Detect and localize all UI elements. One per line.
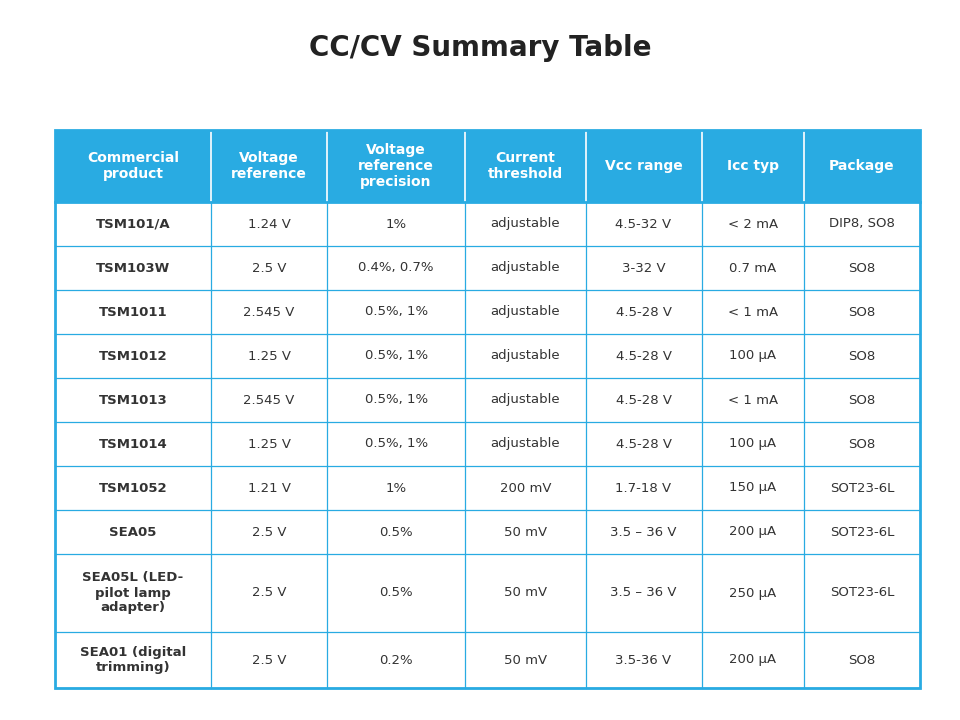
Bar (55, 378, 920, 422)
Text: SEA05L (LED-
pilot lamp
adapter): SEA05L (LED- pilot lamp adapter) (83, 572, 183, 614)
Text: SO8: SO8 (849, 654, 876, 667)
Text: 4.5-28 V: 4.5-28 V (615, 438, 672, 451)
Text: SO8: SO8 (849, 305, 876, 318)
Text: 50 mV: 50 mV (504, 587, 547, 600)
Text: 1.21 V: 1.21 V (248, 482, 291, 495)
Text: 1.25 V: 1.25 V (248, 438, 291, 451)
Text: 1%: 1% (386, 482, 407, 495)
Text: TSM101/A: TSM101/A (96, 217, 170, 230)
Bar (55, 510, 920, 554)
Text: 0.5%, 1%: 0.5%, 1% (365, 349, 427, 362)
Bar (55, 130, 920, 688)
Text: SO8: SO8 (849, 349, 876, 362)
Text: 4.5-28 V: 4.5-28 V (615, 305, 672, 318)
Text: 4.5-28 V: 4.5-28 V (615, 349, 672, 362)
Text: Icc typ: Icc typ (727, 159, 779, 173)
Text: adjustable: adjustable (491, 305, 561, 318)
Text: SEA05: SEA05 (109, 526, 156, 539)
Text: TSM1014: TSM1014 (99, 438, 167, 451)
Text: SOT23-6L: SOT23-6L (829, 482, 894, 495)
Text: SOT23-6L: SOT23-6L (829, 587, 894, 600)
Text: TSM1013: TSM1013 (99, 394, 167, 407)
Text: 2.5 V: 2.5 V (252, 526, 286, 539)
Text: 0.4%, 0.7%: 0.4%, 0.7% (358, 261, 434, 274)
Bar (55, 334, 920, 378)
Text: SOT23-6L: SOT23-6L (829, 526, 894, 539)
Text: Package: Package (829, 159, 895, 173)
Text: 2.5 V: 2.5 V (252, 261, 286, 274)
Text: 150 μA: 150 μA (730, 482, 777, 495)
Bar (55, 202, 920, 246)
Text: 0.5%, 1%: 0.5%, 1% (365, 394, 427, 407)
Text: SEA01 (digital
trimming): SEA01 (digital trimming) (80, 646, 186, 674)
Text: adjustable: adjustable (491, 261, 561, 274)
Text: Current
threshold: Current threshold (488, 151, 563, 181)
Text: 3.5 – 36 V: 3.5 – 36 V (611, 526, 677, 539)
Text: adjustable: adjustable (491, 217, 561, 230)
Text: CC/CV Summary Table: CC/CV Summary Table (309, 34, 651, 62)
Text: < 1 mA: < 1 mA (728, 305, 778, 318)
Text: adjustable: adjustable (491, 349, 561, 362)
Text: 0.5%, 1%: 0.5%, 1% (365, 305, 427, 318)
Text: TSM103W: TSM103W (96, 261, 170, 274)
Text: 0.2%: 0.2% (379, 654, 413, 667)
Text: 3.5 – 36 V: 3.5 – 36 V (611, 587, 677, 600)
Text: 200 μA: 200 μA (730, 654, 777, 667)
Text: 0.5%, 1%: 0.5%, 1% (365, 438, 427, 451)
Text: Voltage
reference
precision: Voltage reference precision (358, 143, 434, 189)
Text: TSM1052: TSM1052 (99, 482, 167, 495)
Text: 2.545 V: 2.545 V (243, 394, 295, 407)
Text: SO8: SO8 (849, 394, 876, 407)
Text: Voltage
reference: Voltage reference (231, 151, 307, 181)
Text: 100 μA: 100 μA (730, 349, 777, 362)
Text: SO8: SO8 (849, 438, 876, 451)
Text: 0.7 mA: 0.7 mA (730, 261, 777, 274)
Text: 0.5%: 0.5% (379, 526, 413, 539)
Bar (55, 130, 920, 202)
Text: 4.5-28 V: 4.5-28 V (615, 394, 672, 407)
Text: 200 mV: 200 mV (499, 482, 551, 495)
Text: 50 mV: 50 mV (504, 654, 547, 667)
Text: 1.7-18 V: 1.7-18 V (615, 482, 672, 495)
Text: 1%: 1% (386, 217, 407, 230)
Text: 2.5 V: 2.5 V (252, 587, 286, 600)
Bar (55, 554, 920, 632)
Text: < 1 mA: < 1 mA (728, 394, 778, 407)
Text: Vcc range: Vcc range (605, 159, 683, 173)
Text: DIP8, SO8: DIP8, SO8 (829, 217, 895, 230)
Bar (55, 422, 920, 466)
Text: 100 μA: 100 μA (730, 438, 777, 451)
Text: 1.24 V: 1.24 V (248, 217, 291, 230)
Text: Commercial
product: Commercial product (87, 151, 179, 181)
Text: TSM1012: TSM1012 (99, 349, 167, 362)
Text: 2.545 V: 2.545 V (243, 305, 295, 318)
Bar (55, 246, 920, 290)
Text: 3.5-36 V: 3.5-36 V (615, 654, 672, 667)
Bar (55, 632, 920, 688)
Text: < 2 mA: < 2 mA (728, 217, 778, 230)
Bar (55, 466, 920, 510)
Text: 50 mV: 50 mV (504, 526, 547, 539)
Text: 0.5%: 0.5% (379, 587, 413, 600)
Text: 200 μA: 200 μA (730, 526, 777, 539)
Text: adjustable: adjustable (491, 438, 561, 451)
Text: 250 μA: 250 μA (730, 587, 777, 600)
Text: TSM1011: TSM1011 (99, 305, 167, 318)
Bar (55, 290, 920, 334)
Text: 2.5 V: 2.5 V (252, 654, 286, 667)
Text: adjustable: adjustable (491, 394, 561, 407)
Text: SO8: SO8 (849, 261, 876, 274)
Text: 4.5-32 V: 4.5-32 V (615, 217, 672, 230)
Text: 3-32 V: 3-32 V (622, 261, 665, 274)
Text: 1.25 V: 1.25 V (248, 349, 291, 362)
